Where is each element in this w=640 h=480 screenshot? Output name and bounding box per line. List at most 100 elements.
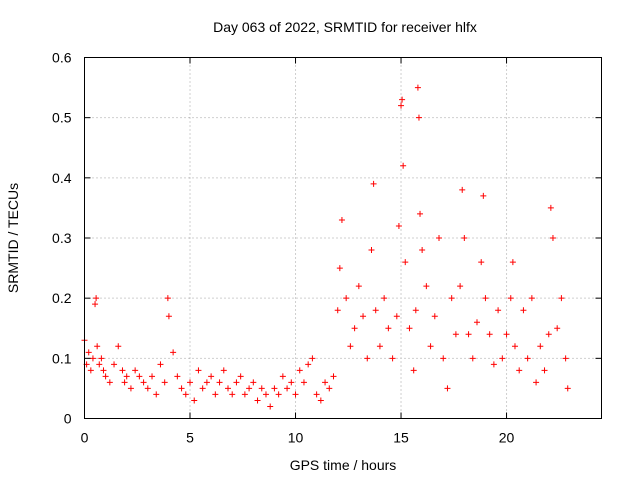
data-point xyxy=(309,355,316,362)
data-point xyxy=(444,385,451,392)
data-point xyxy=(258,385,265,392)
data-point xyxy=(94,343,101,350)
data-point xyxy=(241,391,248,398)
x-tick-label: 20 xyxy=(499,430,515,446)
axis-ticks: 0 0.1 0.2 0.3 0.4 0.5 0.6 0 5 10 15 20 xyxy=(52,50,602,446)
data-point xyxy=(400,162,407,169)
data-point xyxy=(385,325,392,332)
data-point xyxy=(102,373,109,380)
data-point xyxy=(547,204,554,211)
data-point xyxy=(381,295,388,302)
data-point xyxy=(398,102,405,109)
data-point xyxy=(499,355,506,362)
data-point xyxy=(229,391,236,398)
data-point xyxy=(355,283,362,290)
data-point xyxy=(317,397,324,404)
data-point xyxy=(115,343,122,350)
data-point xyxy=(419,247,426,254)
data-point xyxy=(136,373,143,380)
data-point xyxy=(399,96,406,103)
data-point xyxy=(254,397,261,404)
data-point xyxy=(267,403,274,410)
data-point xyxy=(271,385,278,392)
data-point xyxy=(92,301,99,308)
data-point xyxy=(478,259,485,266)
data-point xyxy=(140,379,147,386)
y-axis-label: SRMTID / TECUs xyxy=(5,183,21,293)
data-point xyxy=(284,385,291,392)
data-point xyxy=(182,391,189,398)
y-tick-label: 0 xyxy=(64,411,72,427)
data-point xyxy=(360,313,367,320)
data-point xyxy=(100,367,107,374)
data-point xyxy=(250,379,257,386)
data-point xyxy=(347,343,354,350)
x-tick-label: 15 xyxy=(393,430,409,446)
data-point xyxy=(195,367,202,374)
data-point xyxy=(322,379,329,386)
data-point xyxy=(533,379,540,386)
data-point xyxy=(452,331,459,338)
data-point xyxy=(480,192,487,199)
data-point xyxy=(528,295,535,302)
y-tick-label: 0.5 xyxy=(52,110,72,126)
data-point xyxy=(364,355,371,362)
x-tick-label: 10 xyxy=(288,430,304,446)
data-point xyxy=(486,331,493,338)
data-point xyxy=(495,307,502,314)
data-point xyxy=(305,361,312,368)
data-point xyxy=(412,307,419,314)
data-point xyxy=(448,295,455,302)
data-point xyxy=(93,295,100,302)
data-point xyxy=(461,235,468,241)
data-point xyxy=(389,355,396,362)
data-point xyxy=(212,391,219,398)
data-point xyxy=(98,355,105,362)
data-point xyxy=(326,385,333,392)
data-point xyxy=(275,391,282,398)
data-point xyxy=(157,361,164,368)
data-point xyxy=(330,373,337,380)
data-point xyxy=(262,391,269,398)
data-point xyxy=(233,379,240,386)
data-point xyxy=(96,361,103,368)
data-point xyxy=(216,379,223,386)
data-point xyxy=(170,349,177,356)
data-point xyxy=(165,313,172,320)
data-point xyxy=(545,331,552,338)
y-tick-label: 0.4 xyxy=(52,170,72,186)
data-point xyxy=(279,373,286,380)
data-point xyxy=(351,325,358,332)
data-point xyxy=(89,355,96,362)
data-points xyxy=(81,84,571,410)
data-point xyxy=(161,379,168,386)
data-point xyxy=(537,343,544,350)
y-tick-label: 0.6 xyxy=(52,50,72,66)
data-point xyxy=(288,379,295,386)
data-point xyxy=(174,373,181,380)
data-point xyxy=(469,355,476,362)
data-point xyxy=(336,265,343,272)
y-tick-label: 0.1 xyxy=(52,350,72,366)
data-point xyxy=(509,259,516,266)
x-axis-label: GPS time / hours xyxy=(290,457,397,473)
data-point xyxy=(393,313,400,320)
data-point xyxy=(292,391,299,398)
data-point xyxy=(417,210,424,217)
data-point xyxy=(178,385,185,392)
data-point xyxy=(406,325,413,332)
data-point xyxy=(503,331,510,338)
data-point xyxy=(300,379,307,386)
data-point xyxy=(402,259,409,266)
data-point xyxy=(187,379,194,386)
data-point xyxy=(153,391,160,398)
data-point xyxy=(334,307,341,314)
data-point xyxy=(482,295,489,302)
data-point xyxy=(427,343,434,350)
data-point xyxy=(516,367,523,374)
data-point xyxy=(395,222,402,229)
data-point xyxy=(296,367,303,374)
y-tick-label: 0.3 xyxy=(52,230,72,246)
data-point xyxy=(564,385,571,392)
data-point xyxy=(554,325,561,332)
